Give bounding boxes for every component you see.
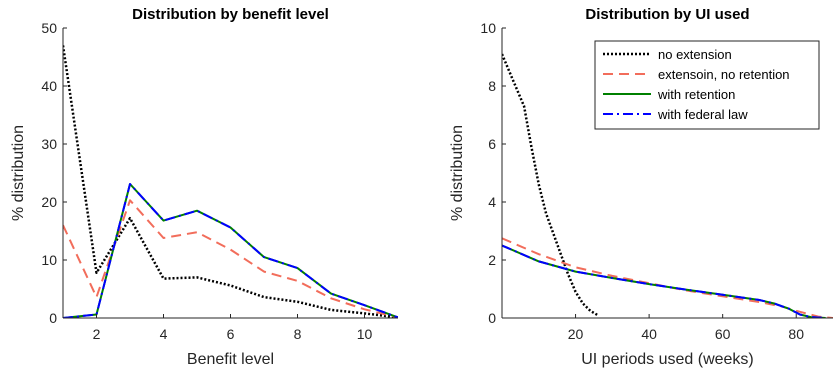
- plot-area: [502, 53, 833, 318]
- y-axis-label: % distribution: [449, 125, 466, 221]
- series-line-extension-no-retention: [63, 199, 398, 318]
- x-axis-label: Benefit level: [187, 351, 274, 368]
- y-tick-label: 10: [480, 20, 496, 36]
- y-tick-label: 20: [41, 194, 57, 210]
- ui-used-chart: Distribution by UI used % distribution UI …: [449, 6, 833, 368]
- plot-area: [63, 45, 398, 318]
- chart-title: Distribution by UI used: [585, 6, 749, 23]
- legend-label: with retention: [657, 87, 735, 102]
- legend-label: with federal law: [657, 107, 748, 122]
- series-line-extension-no-retention: [502, 237, 833, 318]
- series-line-no-extension: [63, 45, 398, 318]
- x-axis-label: UI periods used (weeks): [581, 351, 754, 368]
- y-tick-label: 40: [41, 78, 57, 94]
- x-tick-label: 40: [641, 326, 657, 342]
- y-tick-label: 6: [488, 136, 496, 152]
- series-line-no-extension: [502, 53, 599, 317]
- series-line-with-retention: [63, 183, 398, 318]
- y-tick-label: 4: [488, 194, 496, 210]
- x-tick-label: 20: [568, 326, 584, 342]
- x-tick-label: 6: [227, 326, 235, 342]
- series-line-with-federal-law: [63, 183, 398, 318]
- legend-label: extensoin, no retention: [658, 67, 790, 82]
- y-axis-label: % distribution: [10, 125, 27, 221]
- x-tick-label: 8: [294, 326, 302, 342]
- y-tick-label: 10: [41, 252, 57, 268]
- x-tick-label: 4: [160, 326, 168, 342]
- x-tick-label: 80: [788, 326, 804, 342]
- legend-label: no extension: [658, 47, 732, 62]
- series-line-with-retention: [502, 244, 826, 318]
- series-line-with-federal-law: [502, 244, 826, 318]
- y-tick-label: 8: [488, 78, 496, 94]
- y-tick-label: 2: [488, 252, 496, 268]
- x-tick-label: 10: [357, 326, 373, 342]
- x-tick-label: 2: [93, 326, 101, 342]
- benefit-level-chart: Distribution by benefit level % distribut…: [10, 6, 398, 368]
- y-tick-label: 0: [49, 310, 57, 326]
- y-tick-label: 50: [41, 20, 57, 36]
- x-tick-label: 60: [715, 326, 731, 342]
- y-tick-label: 0: [488, 310, 496, 326]
- chart-title: Distribution by benefit level: [132, 6, 329, 23]
- y-tick-label: 30: [41, 136, 57, 152]
- legend: no extension extensoin, no retention with …: [594, 40, 820, 130]
